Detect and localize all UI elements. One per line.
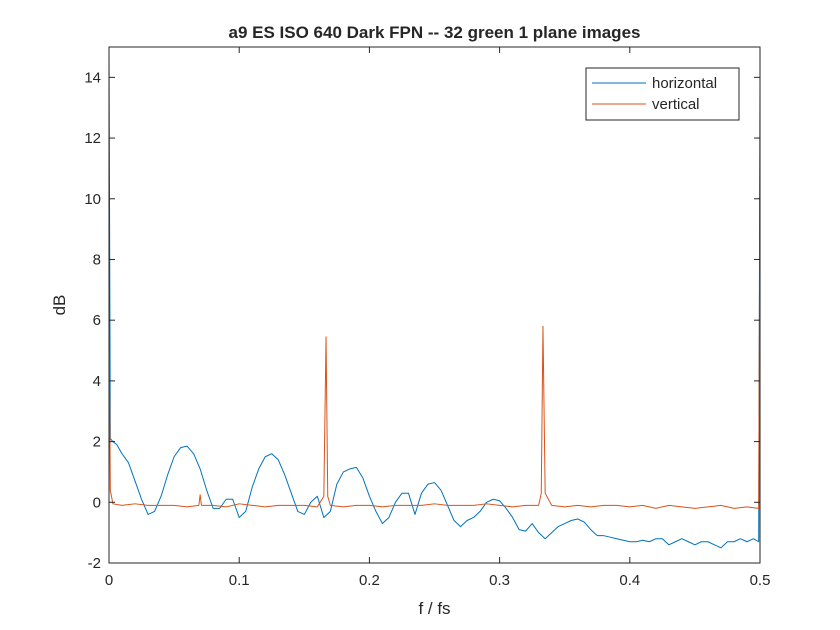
legend-label-horizontal: horizontal bbox=[652, 75, 717, 92]
series-layer bbox=[108, 46, 761, 549]
plot-area bbox=[109, 47, 760, 563]
x-tick-label: 0.5 bbox=[750, 572, 771, 589]
legend-label-vertical: vertical bbox=[652, 96, 700, 113]
series-line-horizontal bbox=[108, 46, 761, 549]
x-tick-label: 0 bbox=[105, 572, 113, 589]
y-tick-label: 6 bbox=[93, 312, 101, 329]
y-tick-label: 8 bbox=[93, 251, 101, 268]
x-tick-label: 0.3 bbox=[489, 572, 510, 589]
y-axis-label: dB bbox=[50, 295, 69, 316]
plot-frame bbox=[108, 46, 761, 564]
y-tick-label: 10 bbox=[84, 191, 101, 208]
legend: horizontal vertical bbox=[585, 67, 740, 121]
legend-box bbox=[585, 67, 740, 121]
y-tick-label: 14 bbox=[84, 69, 101, 86]
x-tick-label: 0.4 bbox=[619, 572, 640, 589]
y-tick-label: -2 bbox=[88, 555, 101, 572]
x-tick-label: 0.2 bbox=[359, 572, 380, 589]
chart-title: a9 ES ISO 640 Dark FPN -- 32 green 1 pla… bbox=[229, 23, 641, 42]
x-tick-label: 0.1 bbox=[229, 572, 250, 589]
y-tick-label: 4 bbox=[93, 373, 101, 390]
series-line-vertical bbox=[108, 153, 761, 509]
y-tick-label: 0 bbox=[93, 494, 101, 511]
x-axis-label: f / fs bbox=[418, 599, 450, 618]
y-tick-label: 12 bbox=[84, 130, 101, 147]
y-tick-label: 2 bbox=[93, 434, 101, 451]
